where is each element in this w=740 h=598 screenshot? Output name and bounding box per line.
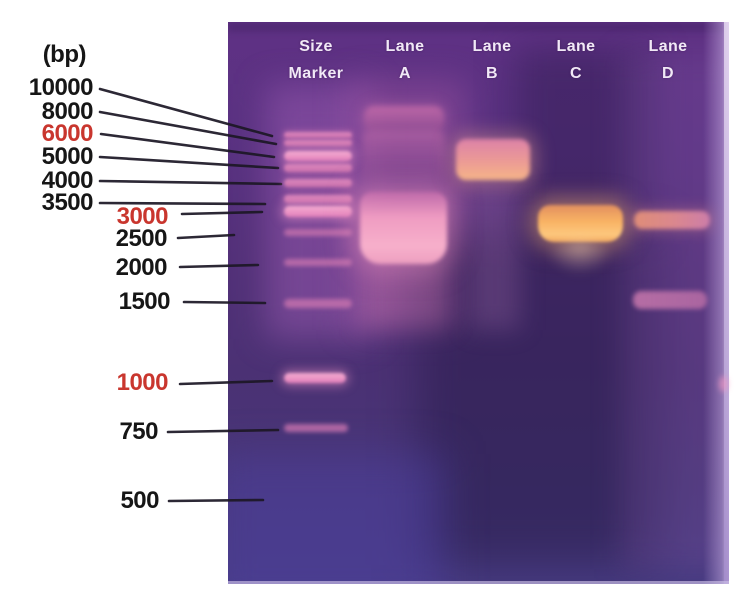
bp-unit-label: (bp) — [42, 41, 87, 68]
lane-d-column-tint — [620, 54, 729, 569]
bp-size-label: 750 — [119, 418, 158, 445]
gel-right-light-strip — [703, 22, 729, 584]
lane-b-under-streak — [470, 182, 520, 330]
bp-size-label: 500 — [120, 487, 159, 514]
bp-size-label: 2000 — [115, 254, 168, 281]
gel-right-edge-line — [724, 22, 729, 584]
gel-bottom-left-tint — [228, 454, 445, 584]
lane-a-under-haze — [362, 264, 450, 328]
gel-image — [228, 22, 729, 584]
bp-size-label: 3000 — [116, 203, 169, 230]
bp-size-label: 8000 — [41, 98, 94, 125]
bp-size-label: 3500 — [41, 189, 94, 216]
marker-lane-glow — [266, 84, 372, 339]
bp-size-label: 6000 — [41, 120, 94, 147]
bp-size-label: 4000 — [41, 167, 94, 194]
gel-bottom-edge-line — [228, 581, 729, 584]
lane-c-upper-shadow — [514, 48, 652, 244]
bp-size-label: 1000 — [116, 369, 169, 396]
gel-top-shade — [228, 22, 729, 32]
gel-center-shadow — [416, 230, 660, 565]
leader-line-2500 — [176, 233, 236, 240]
bp-size-label: 5000 — [41, 143, 94, 170]
bp-size-label: 2500 — [115, 225, 168, 252]
lane-a-column-glow — [348, 80, 466, 330]
bp-size-label: 10000 — [28, 74, 94, 101]
bp-size-label: 1500 — [118, 288, 171, 315]
